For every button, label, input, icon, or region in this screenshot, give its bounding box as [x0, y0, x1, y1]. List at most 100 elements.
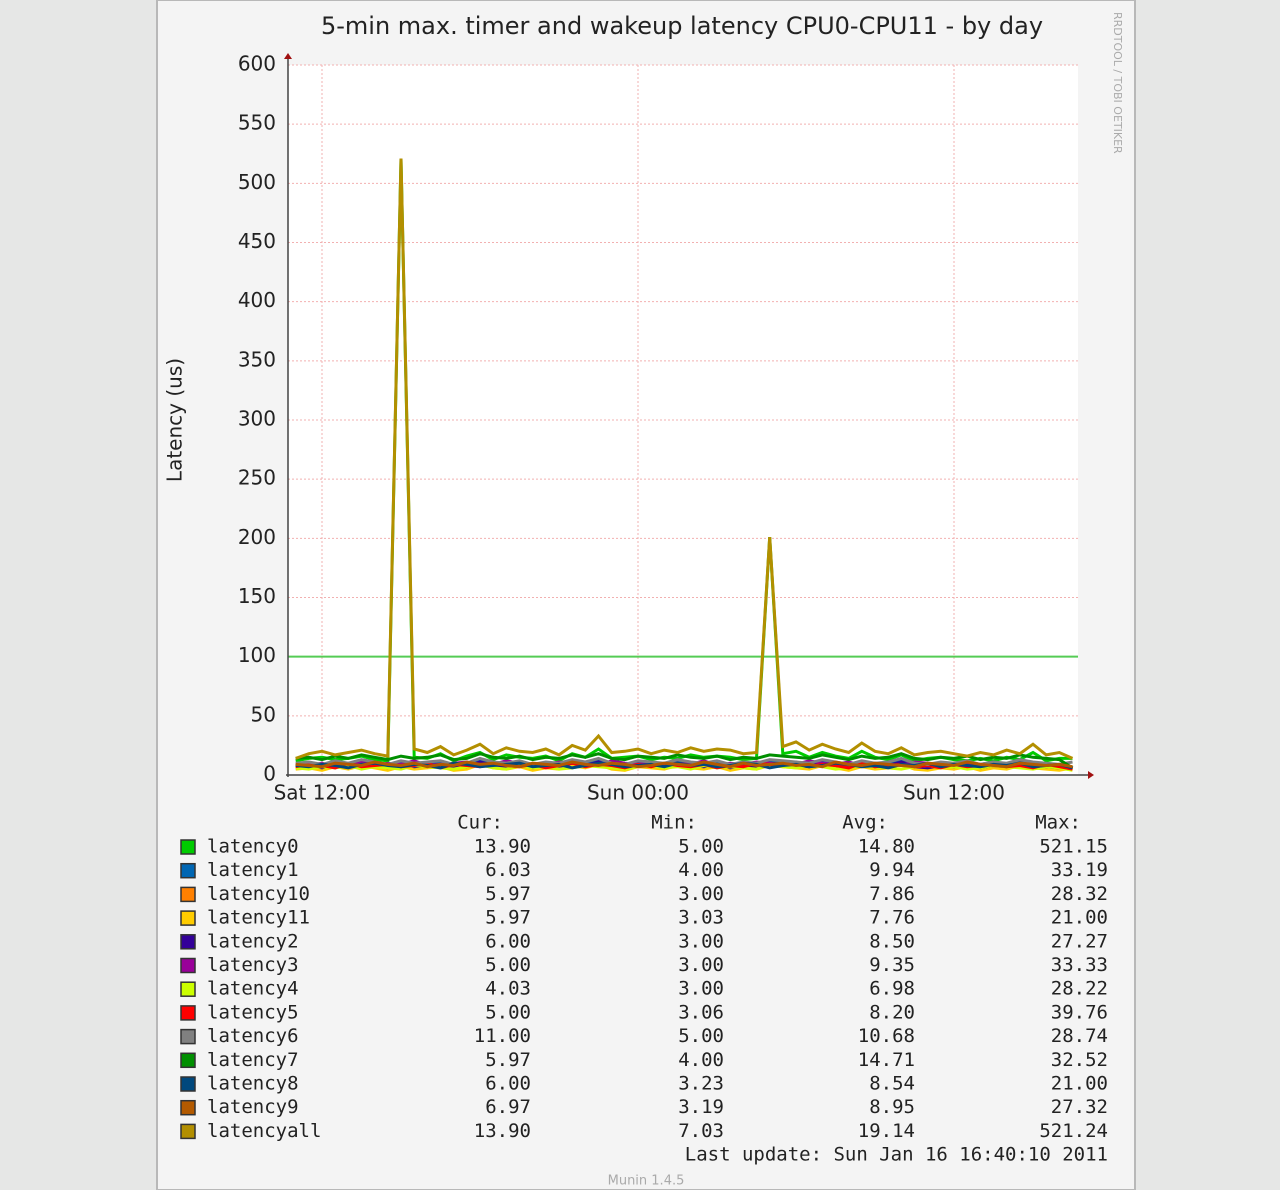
stat-value: 10.68 — [858, 1025, 915, 1047]
legend-label: latency4 — [207, 978, 299, 1000]
legend-swatch — [180, 862, 196, 879]
stat-value: 3.19 — [678, 1096, 724, 1118]
y-tick-label: 450 — [238, 229, 276, 253]
stat-value: 3.06 — [678, 1001, 724, 1023]
stat-value: 521.15 — [1039, 836, 1108, 858]
legend-label: latencyall — [207, 1120, 321, 1142]
legend-swatch — [180, 839, 196, 855]
x-tick-label: Sun 00:00 — [587, 781, 689, 805]
legend-label: latency1 — [207, 859, 299, 881]
y-tick-label: 150 — [238, 584, 276, 608]
series-line — [295, 760, 1073, 769]
legend-swatch — [180, 1099, 196, 1116]
chart-title: 5-min max. timer and wakeup latency CPU0… — [321, 12, 1043, 40]
stat-value: 7.03 — [678, 1120, 724, 1142]
y-tick-label: 50 — [251, 702, 276, 726]
series-line — [295, 158, 1074, 760]
stat-value: 9.35 — [869, 954, 915, 976]
side-note: RRDTOOL / TOBI OETIKER — [1111, 12, 1124, 154]
legend-label: latency8 — [207, 1073, 299, 1095]
stat-value: 8.20 — [869, 1001, 915, 1023]
last-update: Last update: Sun Jan 16 16:40:10 2011 — [685, 1144, 1108, 1166]
stat-value: 6.00 — [485, 930, 531, 952]
stat-value: 8.95 — [869, 1096, 915, 1118]
axis-arrow — [284, 53, 292, 59]
legend-swatch — [180, 1005, 196, 1021]
legend-label: latency7 — [207, 1049, 299, 1071]
stat-header: Max: — [1035, 812, 1081, 834]
stat-value: 14.71 — [858, 1049, 915, 1071]
footer: Munin 1.4.5 — [608, 1174, 685, 1189]
legend-swatch — [180, 981, 196, 997]
stat-value: 28.32 — [1051, 883, 1108, 905]
stat-value: 4.00 — [678, 859, 724, 881]
stat-value: 7.76 — [869, 907, 915, 929]
legend-swatch — [180, 934, 196, 950]
stat-value: 5.97 — [485, 883, 531, 905]
legend-label: latency5 — [207, 1001, 299, 1023]
y-tick-label: 250 — [238, 466, 276, 490]
legend-swatch — [180, 1052, 196, 1069]
legend-label: latency2 — [207, 930, 299, 952]
stat-value: 9.94 — [869, 859, 915, 881]
stat-value: 7.86 — [869, 883, 915, 905]
legend-swatch — [180, 957, 196, 974]
stat-value: 33.33 — [1051, 954, 1108, 976]
stat-value: 13.90 — [474, 1120, 531, 1142]
stat-value: 5.00 — [678, 836, 724, 858]
stat-value: 4.03 — [485, 978, 531, 1000]
legend-swatch — [180, 1028, 196, 1045]
stat-value: 33.19 — [1051, 859, 1108, 881]
stat-value: 21.00 — [1051, 907, 1108, 929]
legend-label: latency6 — [207, 1025, 299, 1047]
y-tick-label: 200 — [238, 525, 276, 549]
legend-label: latency0 — [207, 836, 299, 858]
stat-value: 27.32 — [1051, 1096, 1108, 1118]
stat-value: 6.00 — [485, 1073, 531, 1095]
stat-value: 3.00 — [678, 883, 724, 905]
stat-value: 19.14 — [858, 1120, 915, 1142]
stat-value: 32.52 — [1051, 1049, 1108, 1071]
stat-value: 5.97 — [485, 1049, 531, 1071]
stat-value: 3.03 — [678, 907, 724, 929]
stat-value: 521.24 — [1039, 1120, 1108, 1142]
y-tick-label: 550 — [238, 111, 276, 135]
stat-value: 6.03 — [485, 859, 531, 881]
stat-value: 28.22 — [1051, 978, 1108, 1000]
stat-header: Cur: — [457, 812, 503, 834]
y-tick-label: 400 — [238, 288, 276, 312]
legend-label: latency11 — [207, 907, 310, 929]
stat-value: 14.80 — [858, 836, 915, 858]
y-axis-label: Latency (us) — [163, 358, 187, 482]
stat-value: 5.00 — [485, 1001, 531, 1023]
stat-value: 5.00 — [678, 1025, 724, 1047]
stat-value: 6.97 — [485, 1096, 531, 1118]
stat-value: 11.00 — [474, 1025, 531, 1047]
legend-swatch — [180, 1123, 196, 1140]
legend-swatch — [180, 1076, 196, 1092]
y-tick-label: 100 — [238, 643, 276, 667]
stat-value: 6.98 — [869, 978, 915, 1000]
x-tick-label: Sun 12:00 — [903, 781, 1005, 805]
y-tick-label: 300 — [238, 407, 276, 431]
stat-value: 5.00 — [485, 954, 531, 976]
stat-value: 28.74 — [1051, 1025, 1108, 1047]
stat-value: 3.00 — [678, 954, 724, 976]
y-tick-label: 350 — [238, 347, 276, 371]
stat-value: 3.23 — [678, 1073, 724, 1095]
y-tick-label: 500 — [238, 170, 276, 194]
y-tick-label: 600 — [238, 52, 276, 76]
series-line — [295, 752, 1074, 770]
legend-label: latency3 — [207, 954, 299, 976]
stat-header: Min: — [651, 812, 697, 834]
x-tick-label: Sat 12:00 — [274, 781, 371, 805]
legend-label: latency10 — [207, 883, 310, 905]
legend-label: latency9 — [207, 1096, 299, 1118]
legend-swatch — [180, 886, 196, 903]
stat-value: 8.50 — [869, 930, 915, 952]
axis-arrow — [1088, 771, 1094, 779]
stat-value: 4.00 — [678, 1049, 724, 1071]
stat-value: 27.27 — [1051, 930, 1108, 952]
